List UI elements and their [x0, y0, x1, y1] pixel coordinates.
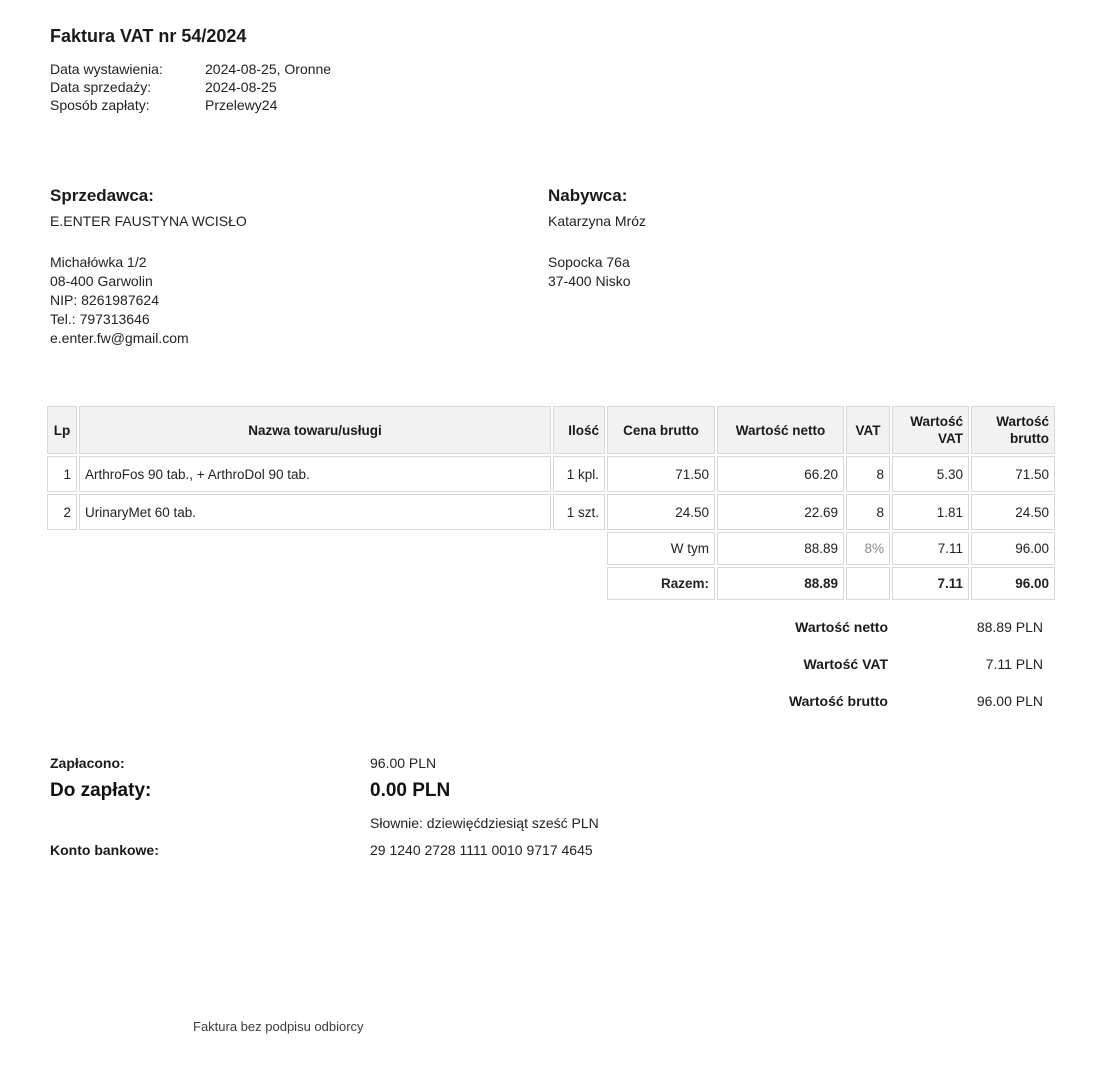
- buyer-address-line: Sopocka 76a: [548, 254, 630, 270]
- total-vat-row: Wartość VAT 7.11 PLN: [789, 655, 1043, 673]
- wtym-net-value: 88.89: [717, 532, 844, 565]
- summary-spacer: [47, 532, 605, 565]
- table-row: 2 UrinaryMet 60 tab. 1 szt. 24.50 22.69 …: [47, 494, 1055, 530]
- total-net-label: Wartość netto: [795, 619, 888, 635]
- cell-net-value: 22.69: [717, 494, 844, 530]
- cell-item-name: UrinaryMet 60 tab.: [79, 494, 551, 530]
- payment-method-row: Sposób zapłaty: Przelewy24: [50, 96, 331, 114]
- seller-section: Sprzedawca: E.ENTER FAUSTYNA WCISŁO Mich…: [50, 186, 247, 348]
- header-gross-value: Wartość brutto: [971, 406, 1055, 454]
- bank-account-row: Konto bankowe: 29 1240 2728 1111 0010 97…: [50, 842, 599, 858]
- items-table: Lp Nazwa towaru/usługi Ilość Cena brutto…: [45, 404, 1057, 602]
- seller-address-line: Michałówka 1/2: [50, 254, 147, 270]
- payment-method-label: Sposób zapłaty:: [50, 97, 150, 113]
- total-net-value: 88.89 PLN: [976, 619, 1043, 635]
- paid-label: Zapłacono:: [50, 755, 125, 771]
- seller-heading: Sprzedawca:: [50, 186, 154, 205]
- bank-account-label: Konto bankowe:: [50, 842, 159, 858]
- wtym-vat-value: 7.11: [892, 532, 969, 565]
- no-signature-note: Faktura bez podpisu odbiorcy: [193, 1019, 364, 1034]
- cell-net-value: 66.20: [717, 456, 844, 492]
- paid-row: Zapłacono: 96.00 PLN: [50, 755, 599, 771]
- header-vat-value: Wartość VAT: [892, 406, 969, 454]
- header-net-value: Wartość netto: [717, 406, 844, 454]
- summary-spacer: [47, 567, 605, 600]
- header-lp: Lp: [47, 406, 77, 454]
- razem-vat-rate: [846, 567, 890, 600]
- issue-date-label: Data wystawienia:: [50, 61, 163, 77]
- sale-date-value: 2024-08-25: [205, 79, 277, 95]
- buyer-name: Katarzyna Mróz: [548, 213, 647, 229]
- bank-account-value: 29 1240 2728 1111 0010 9717 4645: [370, 842, 593, 858]
- seller-email-line: e.enter.fw@gmail.com: [50, 330, 189, 346]
- due-value: 0.00 PLN: [370, 780, 451, 801]
- issue-date-value: 2024-08-25, Oronne: [205, 61, 332, 77]
- header-gross-price: Cena brutto: [607, 406, 715, 454]
- buyer-address: Sopocka 76a 37-400 Nisko: [548, 253, 646, 291]
- summary-row-wtym: W tym 88.89 8% 7.11 96.00: [47, 532, 1055, 565]
- cell-gross-price: 71.50: [607, 456, 715, 492]
- summary-row-razem: Razem: 88.89 7.11 96.00: [47, 567, 1055, 600]
- cell-qty: 1 kpl.: [553, 456, 605, 492]
- cell-gross-price: 24.50: [607, 494, 715, 530]
- invoice-meta: Data wystawienia: 2024-08-25, Oronne Dat…: [50, 60, 331, 114]
- header-item-name: Nazwa towaru/usługi: [79, 406, 551, 454]
- total-gross-label: Wartość brutto: [788, 693, 888, 709]
- total-gross-row: Wartość brutto 96.00 PLN: [789, 692, 1043, 710]
- header-vat: VAT: [846, 406, 890, 454]
- amount-in-words: Słownie: dziewięćdziesiąt sześć PLN: [370, 815, 599, 831]
- cell-vat-value: 1.81: [892, 494, 969, 530]
- razem-vat-value: 7.11: [892, 567, 969, 600]
- cell-lp: 2: [47, 494, 77, 530]
- totals-section: Wartość netto 88.89 PLN Wartość VAT 7.11…: [789, 618, 1043, 729]
- seller-address-line: 08-400 Garwolin: [50, 273, 153, 289]
- cell-gross-value: 71.50: [971, 456, 1055, 492]
- due-row: Do zapłaty: 0.00 PLN: [50, 780, 599, 802]
- razem-label: Razem:: [607, 567, 715, 600]
- due-label: Do zapłaty:: [50, 780, 152, 801]
- total-vat-value: 7.11 PLN: [985, 656, 1043, 672]
- cell-vat-rate: 8: [846, 494, 890, 530]
- razem-gross-value: 96.00: [971, 567, 1055, 600]
- issue-date-row: Data wystawienia: 2024-08-25, Oronne: [50, 60, 331, 78]
- invoice-title: Faktura VAT nr 54/2024: [50, 26, 247, 46]
- wtym-label: W tym: [607, 532, 715, 565]
- total-vat-label: Wartość VAT: [803, 656, 888, 672]
- cell-lp: 1: [47, 456, 77, 492]
- cell-vat-rate: 8: [846, 456, 890, 492]
- buyer-address-line: 37-400 Nisko: [548, 273, 631, 289]
- sale-date-label: Data sprzedaży:: [50, 79, 152, 95]
- cell-gross-value: 24.50: [971, 494, 1055, 530]
- cell-qty: 1 szt.: [553, 494, 605, 530]
- razem-net-value: 88.89: [717, 567, 844, 600]
- cell-item-name: ArthroFos 90 tab., + ArthroDol 90 tab.: [79, 456, 551, 492]
- total-net-row: Wartość netto 88.89 PLN: [789, 618, 1043, 636]
- paid-value: 96.00 PLN: [370, 755, 437, 771]
- seller-nip-line: NIP: 8261987624: [50, 292, 159, 308]
- sale-date-row: Data sprzedaży: 2024-08-25: [50, 78, 331, 96]
- cell-vat-value: 5.30: [892, 456, 969, 492]
- seller-name: E.ENTER FAUSTYNA WCISŁO: [50, 213, 247, 229]
- amount-in-words-row: Słownie: dziewięćdziesiąt sześć PLN: [50, 815, 599, 831]
- payment-section: Zapłacono: 96.00 PLN Do zapłaty: 0.00 PL…: [50, 755, 599, 858]
- wtym-gross-value: 96.00: [971, 532, 1055, 565]
- seller-phone-line: Tel.: 797313646: [50, 311, 150, 327]
- table-row: 1 ArthroFos 90 tab., + ArthroDol 90 tab.…: [47, 456, 1055, 492]
- buyer-heading: Nabywca:: [548, 186, 628, 205]
- wtym-vat-rate: 8%: [846, 532, 890, 565]
- header-qty: Ilość: [553, 406, 605, 454]
- total-gross-value: 96.00 PLN: [976, 693, 1043, 709]
- items-header-row: Lp Nazwa towaru/usługi Ilość Cena brutto…: [47, 406, 1055, 454]
- seller-address: Michałówka 1/2 08-400 Garwolin NIP: 8261…: [50, 253, 247, 348]
- payment-method-value: Przelewy24: [205, 97, 278, 113]
- buyer-section: Nabywca: Katarzyna Mróz Sopocka 76a 37-4…: [548, 186, 646, 291]
